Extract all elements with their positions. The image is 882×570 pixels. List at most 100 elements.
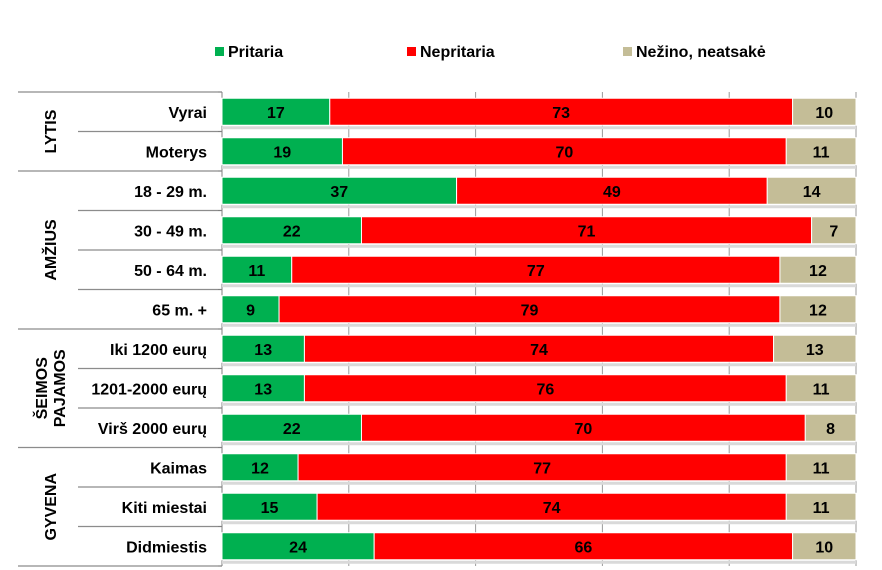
data-label: 10: [815, 539, 833, 556]
data-label: 70: [555, 144, 573, 161]
data-label: 11: [248, 263, 265, 280]
data-label: 77: [527, 263, 545, 280]
legend-label: Pritaria: [228, 44, 283, 61]
bar-segment-ne-ino-neatsak-: [766, 176, 857, 205]
bar-segment-ne-ino-neatsak-: [785, 374, 857, 403]
data-label: 13: [806, 342, 824, 359]
bar-segment-nepritaria: [303, 334, 775, 363]
bar-segment-pritaria: [221, 492, 318, 521]
bar-segment-nepritaria: [329, 97, 794, 126]
bar-segment-nepritaria: [360, 413, 806, 442]
category-label: Moterys: [146, 144, 207, 161]
bar-segment-pritaria: [221, 374, 305, 403]
data-label: 11: [813, 144, 830, 161]
bar-shadow: [222, 244, 856, 248]
bar-shadow: [222, 205, 856, 209]
data-label: 76: [536, 381, 554, 398]
category-label: Vyrai: [168, 105, 207, 122]
data-label: 71: [578, 223, 596, 240]
legend: Pritaria Nepritaria Nežino, neatsakė: [215, 44, 766, 61]
bar-shadow: [222, 165, 856, 169]
bar-shadow: [222, 521, 856, 525]
bar-segment-ne-ino-neatsak-: [811, 216, 857, 245]
bar-segment-nepritaria: [373, 532, 794, 561]
data-label: 9: [246, 302, 255, 319]
category-label: 50 - 64 m.: [134, 263, 207, 280]
bar-segment-pritaria: [221, 176, 458, 205]
group-label: LYTIS: [43, 109, 60, 153]
data-label: 49: [603, 184, 621, 201]
bar-segment-nepritaria: [456, 176, 768, 205]
category-label: 30 - 49 m.: [134, 223, 207, 240]
bar-shadow: [222, 442, 856, 446]
data-label: 74: [543, 500, 561, 517]
bar-shadow: [222, 126, 856, 130]
group-label: GYVENA: [43, 473, 60, 541]
data-label: 24: [289, 539, 307, 556]
category-label: 18 - 29 m.: [134, 184, 207, 201]
category-label: 65 m. +: [152, 302, 207, 319]
category-label: Virš 2000 eurų: [98, 421, 207, 438]
data-label: 11: [813, 500, 830, 517]
bar-segment-pritaria: [221, 532, 375, 561]
bar-segment-nepritaria: [316, 492, 787, 521]
legend-swatch: [623, 47, 632, 56]
bar-segment-nepritaria: [278, 295, 781, 324]
bar-segment-ne-ino-neatsak-: [785, 453, 857, 482]
category-label: Iki 1200 eurų: [110, 342, 207, 359]
data-label: 19: [273, 144, 291, 161]
data-label: 11: [813, 381, 830, 398]
data-label: 11: [813, 460, 830, 477]
bar-shadow: [222, 284, 856, 288]
bar-shadow: [222, 323, 856, 327]
bar-segment-ne-ino-neatsak-: [792, 97, 857, 126]
bar-segment-ne-ino-neatsak-: [779, 295, 857, 324]
bars: 17 73 10 19 70 11 37 49 14 22 71 7 11 77 12 9 79 12 13 74 13…: [221, 97, 857, 564]
bar-segment-ne-ino-neatsak-: [785, 137, 857, 166]
bar-segment-ne-ino-neatsak-: [779, 255, 857, 284]
data-label: 17: [267, 105, 285, 122]
data-label: 13: [254, 342, 272, 359]
bar-shadow: [222, 402, 856, 406]
bar-segment-nepritaria: [303, 374, 787, 403]
data-label: 14: [803, 184, 821, 201]
bar-segment-ne-ino-neatsak-: [785, 492, 857, 521]
group-label: AMŽIUS: [41, 219, 60, 281]
data-label: 73: [552, 105, 570, 122]
data-label: 22: [283, 421, 301, 438]
data-label: 10: [815, 105, 833, 122]
category-label: Kiti miestai: [122, 500, 207, 517]
bar-segment-pritaria: [221, 97, 331, 126]
bar-segment-nepritaria: [360, 216, 813, 245]
bar-segment-ne-ino-neatsak-: [792, 532, 857, 561]
legend-swatch: [215, 47, 224, 56]
bar-segment-pritaria: [221, 137, 343, 166]
data-label: 12: [809, 302, 827, 319]
category-label: Didmiestis: [126, 539, 207, 556]
group-labels: LYTIS AMŽIUS ŠEIMOS PAJAMOS GYVENA: [32, 109, 69, 540]
bar-segment-nepritaria: [297, 453, 787, 482]
data-label: 37: [330, 184, 348, 201]
data-label: 66: [574, 539, 592, 556]
data-label: 12: [809, 263, 827, 280]
category-labels: Vyrai Moterys 18 - 29 m. 30 - 49 m. 50 - 64 …: [91, 105, 207, 557]
category-label: 1201-2000 eurų: [91, 381, 207, 398]
data-label: 22: [283, 223, 301, 240]
category-label: Kaimas: [150, 460, 207, 477]
bar-segment-ne-ino-neatsak-: [804, 413, 857, 442]
data-label: 15: [261, 500, 279, 517]
data-label: 13: [254, 381, 272, 398]
data-label: 7: [829, 223, 838, 240]
data-label: 79: [521, 302, 539, 319]
group-label: ŠEIMOS: [32, 357, 51, 420]
legend-swatch: [407, 47, 416, 56]
bar-segment-nepritaria: [341, 137, 787, 166]
legend-label: Nežino, neatsakė: [636, 44, 766, 61]
data-label: 70: [574, 421, 592, 438]
category-table-lines: [18, 91, 222, 567]
bar-shadow: [222, 481, 856, 485]
bar-shadow: [222, 560, 856, 564]
data-label: 8: [826, 421, 835, 438]
legend-label: Nepritaria: [420, 44, 495, 61]
